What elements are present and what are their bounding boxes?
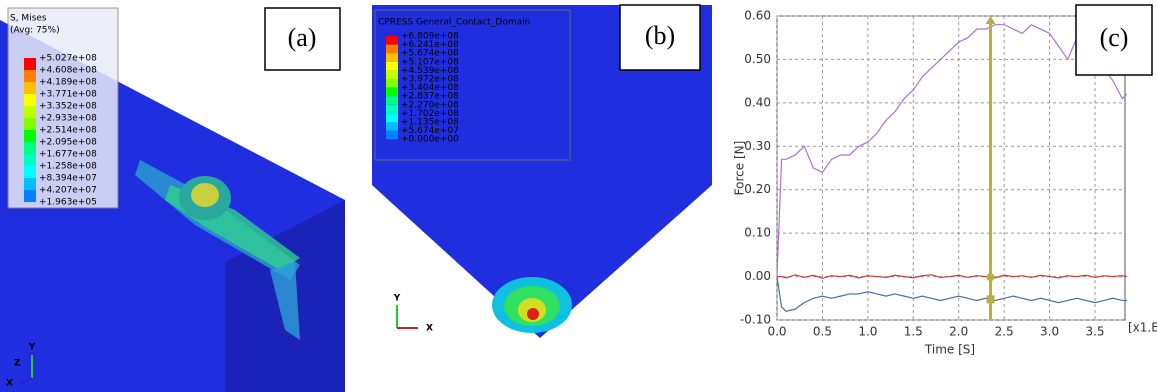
plot-area	[777, 16, 1125, 320]
legend-swatch	[24, 166, 36, 178]
panel-b: CPRESS General_Contact_Domain +6.809e+08…	[372, 5, 712, 338]
axis-label: Z	[14, 359, 21, 369]
x-multiplier: [x1.E-3]	[1128, 321, 1157, 335]
legend-swatch	[24, 190, 36, 202]
legend-swatch	[386, 62, 398, 71]
legend-swatch	[24, 58, 36, 70]
legend-swatch	[24, 94, 36, 106]
y-tick-label: 0.40	[744, 95, 771, 109]
legend-value: +1.963e+05	[39, 198, 97, 208]
y-tick-label: 0.00	[744, 269, 771, 283]
legend-swatch	[386, 36, 398, 45]
legend-value: +3.352e+08	[39, 102, 97, 112]
legend-value: +1.677e+08	[39, 150, 97, 160]
legend-value: +2.933e+08	[39, 114, 97, 124]
cursor-marker	[987, 273, 995, 281]
cursor-marker	[987, 295, 995, 303]
y-tick-label: 0.60	[744, 9, 771, 23]
legend-value: +4.608e+08	[39, 66, 97, 76]
legend-swatch	[24, 142, 36, 154]
axis-label: Y	[28, 343, 36, 353]
figure: S, Mises (Avg: 75%) +5.027e+08 +4.608e+08…	[0, 0, 1157, 392]
legend-swatch	[386, 131, 398, 140]
legend-swatch	[24, 178, 36, 190]
legend-swatch	[386, 88, 398, 97]
x-tick-label: 1.5	[904, 325, 923, 339]
x-tick-label: 3.0	[1040, 325, 1059, 339]
x-tick-label: 0.0	[767, 325, 786, 339]
y-tick-label: 0.50	[744, 52, 771, 66]
legend-b: +6.809e+08+6.241e+08+5.674e+08+5.107e+08…	[386, 32, 459, 145]
legend-swatch	[24, 130, 36, 142]
legend-swatch	[386, 105, 398, 114]
y-tick-label: 0.20	[744, 182, 771, 196]
legend-value: +3.771e+08	[39, 90, 97, 100]
legend-swatch	[24, 106, 36, 118]
x-tick-label: 2.0	[949, 325, 968, 339]
x-axis-label: Time [S]	[924, 343, 975, 357]
y-tick-label: 0.10	[744, 226, 771, 240]
legend-value: +4.189e+08	[39, 78, 97, 88]
legend-subtitle: (Avg: 75%)	[10, 26, 60, 36]
x-tick-label: 1.0	[858, 325, 877, 339]
axis-label: X	[6, 379, 13, 389]
legend-swatch	[24, 154, 36, 166]
legend-swatch	[386, 45, 398, 54]
legend-swatch	[24, 118, 36, 130]
legend-swatch	[386, 79, 398, 88]
panel-label: (b)	[645, 21, 675, 50]
legend-value: +2.095e+08	[39, 138, 97, 148]
x-tick-label: 3.5	[1085, 325, 1104, 339]
x-tick-label: 0.5	[813, 325, 832, 339]
contour-4	[527, 308, 539, 320]
legend-value: +4.207e+07	[39, 186, 97, 196]
panel-a: S, Mises (Avg: 75%) +5.027e+08 +4.608e+08…	[0, 8, 345, 392]
panel-label: (c)	[1100, 23, 1129, 52]
legend-swatch	[386, 96, 398, 105]
legend-value: +2.514e+08	[39, 126, 97, 136]
legend-value: +0.000e+00	[401, 135, 459, 145]
legend-value: +8.394e+07	[39, 174, 97, 184]
panel-label: (a)	[288, 23, 317, 52]
legend-swatch	[24, 82, 36, 94]
legend-swatch	[386, 53, 398, 62]
legend-swatch	[386, 113, 398, 122]
legend-value: +5.027e+08	[39, 54, 97, 64]
legend-value: +1.258e+08	[39, 162, 97, 172]
axis-label: X	[426, 324, 433, 334]
legend-swatch	[386, 122, 398, 131]
legend-title: S, Mises	[10, 14, 47, 24]
axis-label: Y	[393, 294, 401, 304]
legend-swatch	[24, 70, 36, 82]
legend-title: CPRESS General_Contact_Domain	[378, 18, 530, 28]
y-tick-label: -0.10	[740, 313, 771, 327]
legend-swatch	[386, 70, 398, 79]
x-tick-label: 2.5	[995, 325, 1014, 339]
tool-hot	[191, 183, 219, 207]
y-tick-label: 0.30	[744, 139, 771, 153]
